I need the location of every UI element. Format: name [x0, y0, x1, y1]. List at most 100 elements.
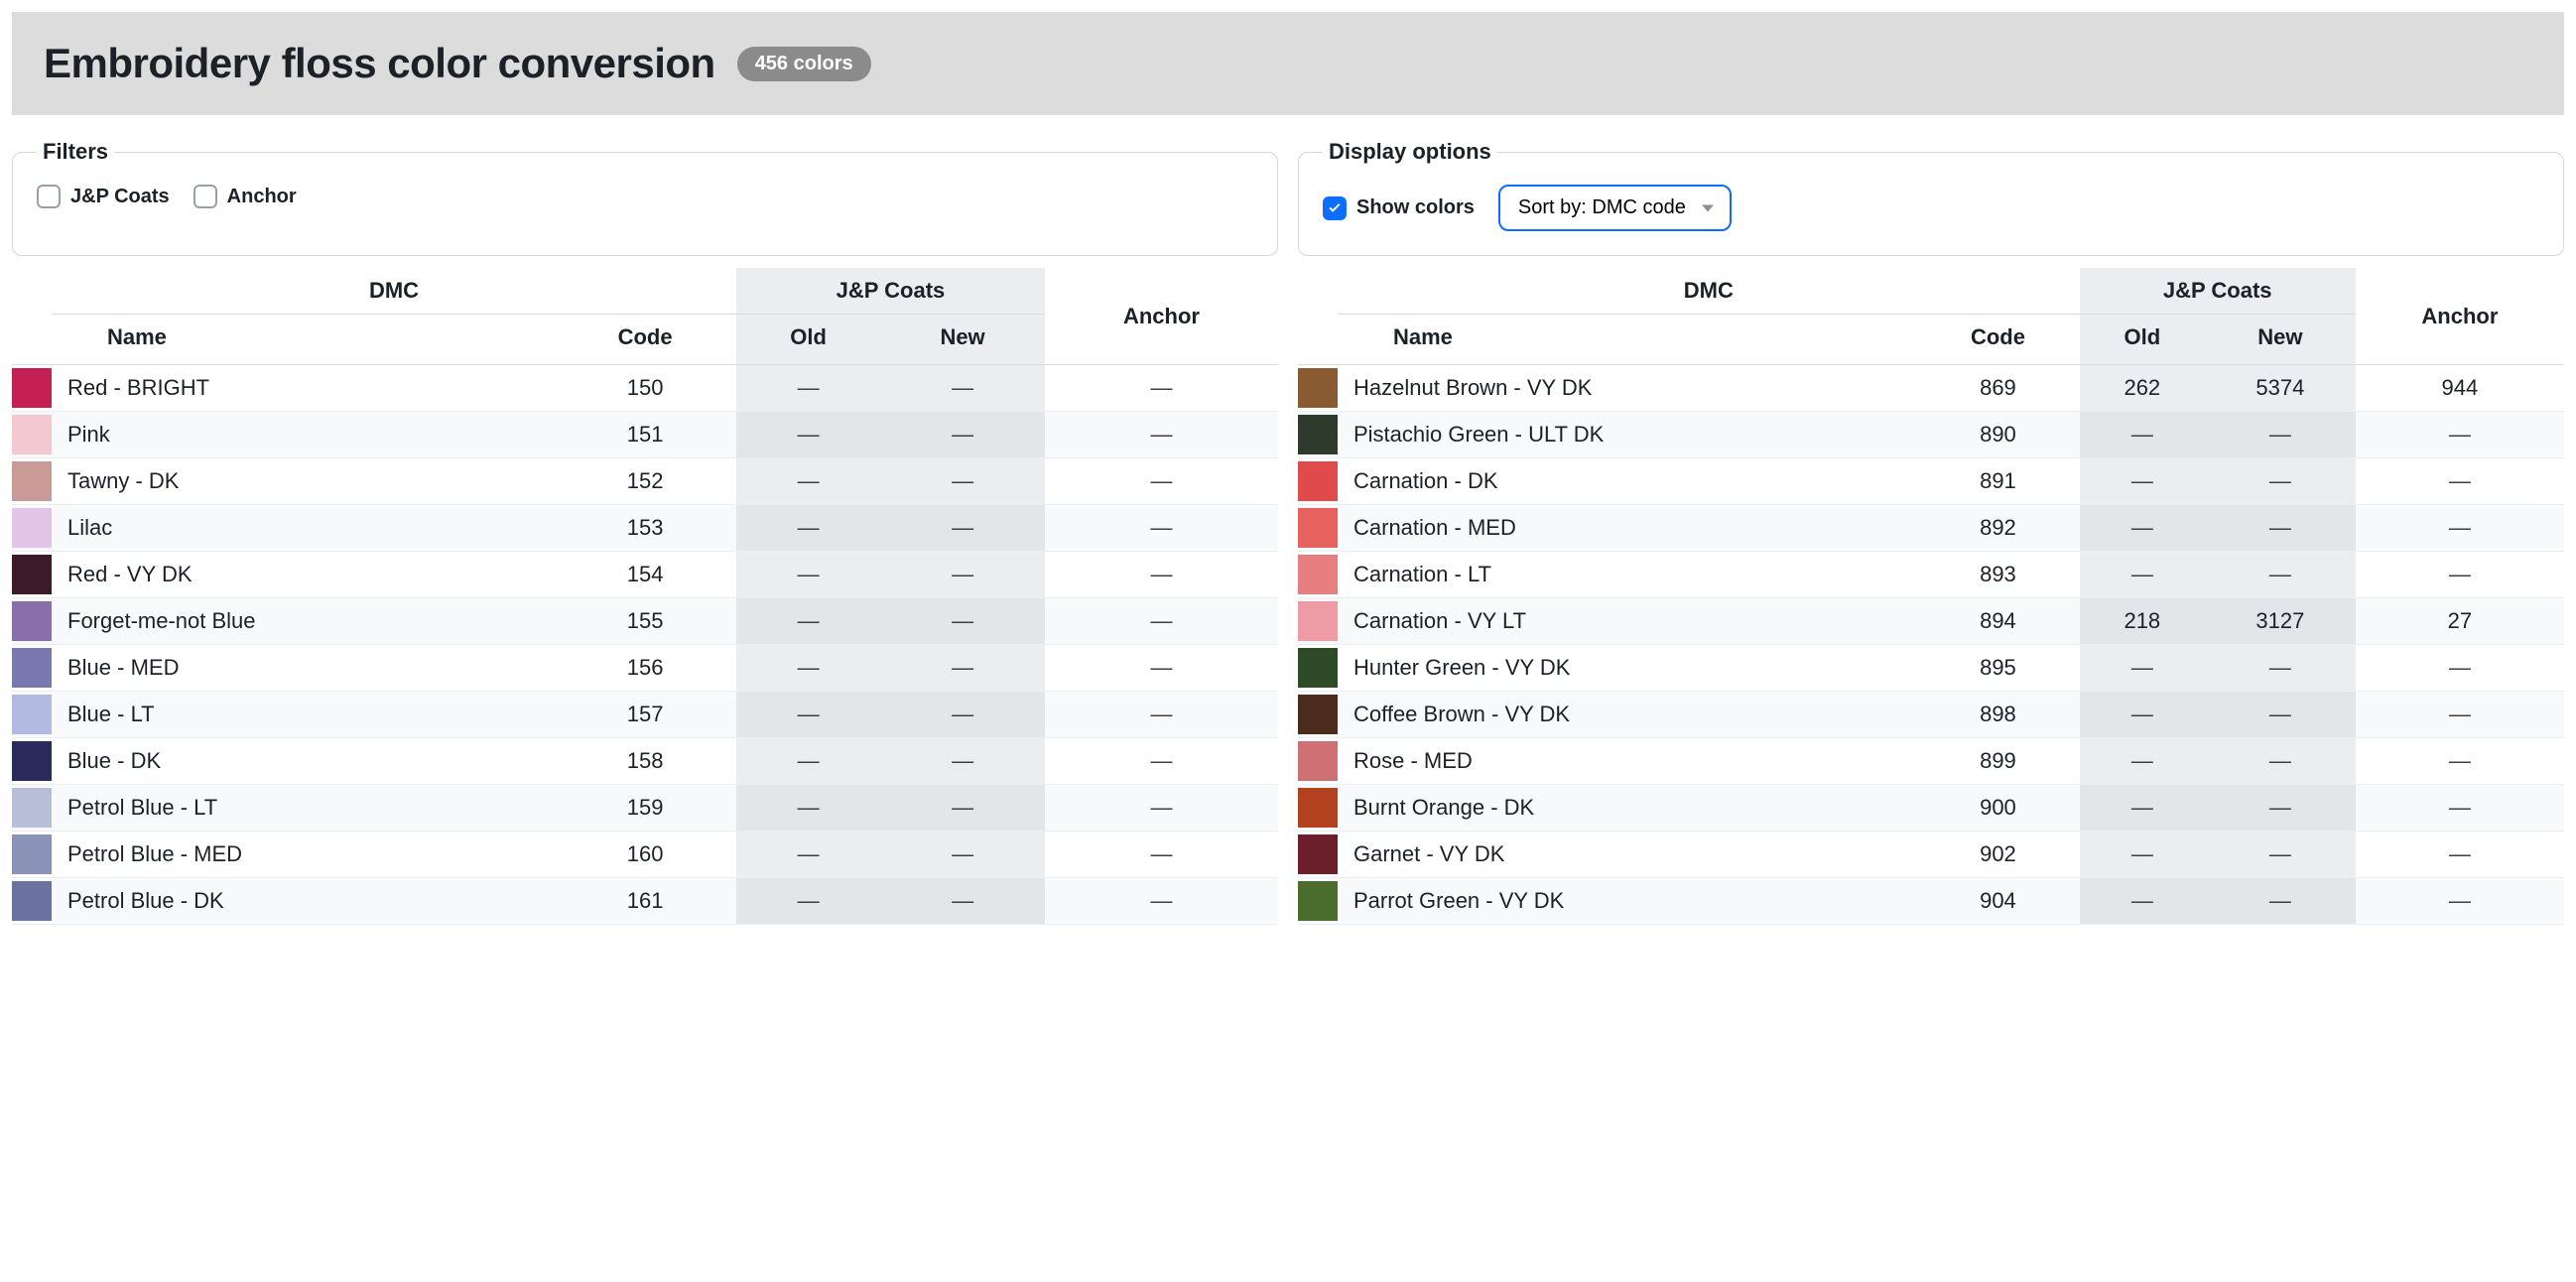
col-group-dmc: DMC: [1338, 268, 2080, 315]
cell-code: 890: [1916, 412, 2079, 458]
table-row[interactable]: Pistachio Green - ULT DK890———: [1298, 412, 2564, 458]
cell-anchor: —: [1045, 505, 1278, 552]
cell-jp-old: —: [736, 878, 880, 925]
show-colors-toggle[interactable]: Show colors: [1323, 196, 1475, 220]
cell-jp-old: —: [736, 458, 880, 505]
cell-anchor: —: [1045, 598, 1278, 645]
col-swatch: [1298, 268, 1338, 365]
filter-anchor[interactable]: Anchor: [193, 185, 297, 208]
color-swatch: [1298, 598, 1338, 645]
cell-jp-new: —: [2205, 645, 2356, 692]
color-swatch: [1298, 412, 1338, 458]
color-swatch: [1298, 785, 1338, 832]
table-row[interactable]: Forget-me-not Blue155———: [12, 598, 1278, 645]
sort-select[interactable]: Sort by: DMC code: [1498, 185, 1732, 231]
cell-name: Blue - DK: [52, 738, 554, 785]
cell-jp-new: —: [2205, 458, 2356, 505]
cell-name: Lilac: [52, 505, 554, 552]
color-swatch: [12, 878, 52, 925]
table-row[interactable]: Tawny - DK152———: [12, 458, 1278, 505]
cell-anchor: —: [1045, 692, 1278, 738]
right-table-wrap: DMC J&P Coats Anchor Name Code Old New H…: [1298, 268, 2564, 925]
filter-jp-coats[interactable]: J&P Coats: [37, 185, 170, 208]
cell-jp-old: —: [2080, 832, 2205, 878]
table-row[interactable]: Blue - DK158———: [12, 738, 1278, 785]
col-code: Code: [554, 315, 736, 365]
table-row[interactable]: Burnt Orange - DK900———: [1298, 785, 2564, 832]
color-swatch: [1298, 878, 1338, 925]
color-swatch: [1298, 645, 1338, 692]
cell-anchor: —: [1045, 552, 1278, 598]
cell-code: 894: [1916, 598, 2079, 645]
color-swatch: [1298, 505, 1338, 552]
table-row[interactable]: Red - VY DK154———: [12, 552, 1278, 598]
cell-name: Red - BRIGHT: [52, 365, 554, 412]
cell-anchor: —: [2356, 458, 2564, 505]
cell-jp-old: —: [2080, 552, 2205, 598]
cell-jp-new: —: [880, 598, 1045, 645]
cell-jp-new: —: [880, 832, 1045, 878]
cell-anchor: —: [1045, 878, 1278, 925]
cell-jp-new: —: [880, 785, 1045, 832]
col-swatch: [12, 268, 52, 365]
color-swatch: [12, 832, 52, 878]
table-row[interactable]: Red - BRIGHT150———: [12, 365, 1278, 412]
cell-anchor: —: [1045, 645, 1278, 692]
cell-jp-old: —: [2080, 458, 2205, 505]
cell-name: Red - VY DK: [52, 552, 554, 598]
table-row[interactable]: Pink151———: [12, 412, 1278, 458]
cell-anchor: —: [1045, 458, 1278, 505]
controls-row: Filters J&P Coats Anchor Display options: [0, 127, 2576, 268]
cell-code: 892: [1916, 505, 2079, 552]
color-swatch: [12, 738, 52, 785]
cell-name: Blue - MED: [52, 645, 554, 692]
table-row[interactable]: Petrol Blue - DK161———: [12, 878, 1278, 925]
cell-anchor: —: [2356, 505, 2564, 552]
col-name: Name: [52, 315, 554, 365]
color-swatch: [12, 552, 52, 598]
cell-jp-old: —: [736, 785, 880, 832]
cell-name: Pink: [52, 412, 554, 458]
col-old: Old: [736, 315, 880, 365]
table-row[interactable]: Petrol Blue - MED160———: [12, 832, 1278, 878]
cell-name: Rose - MED: [1338, 738, 1916, 785]
cell-code: 150: [554, 365, 736, 412]
table-row[interactable]: Carnation - MED892———: [1298, 505, 2564, 552]
table-row[interactable]: Garnet - VY DK902———: [1298, 832, 2564, 878]
cell-anchor: —: [2356, 832, 2564, 878]
cell-jp-old: —: [2080, 692, 2205, 738]
table-row[interactable]: Carnation - VY LT894218312727: [1298, 598, 2564, 645]
cell-code: 893: [1916, 552, 2079, 598]
cell-code: 161: [554, 878, 736, 925]
col-anchor: Anchor: [2356, 268, 2564, 365]
color-swatch: [12, 458, 52, 505]
table-row[interactable]: Blue - MED156———: [12, 645, 1278, 692]
cell-code: 898: [1916, 692, 2079, 738]
left-table: DMC J&P Coats Anchor Name Code Old New R…: [12, 268, 1278, 925]
table-row[interactable]: Coffee Brown - VY DK898———: [1298, 692, 2564, 738]
color-swatch: [12, 598, 52, 645]
cell-jp-old: —: [736, 552, 880, 598]
table-row[interactable]: Blue - LT157———: [12, 692, 1278, 738]
table-row[interactable]: Parrot Green - VY DK904———: [1298, 878, 2564, 925]
display-legend: Display options: [1323, 139, 1497, 165]
cell-jp-new: —: [2205, 878, 2356, 925]
cell-anchor: 944: [2356, 365, 2564, 412]
checkbox-icon: [37, 185, 61, 208]
cell-jp-new: —: [880, 645, 1045, 692]
cell-name: Carnation - DK: [1338, 458, 1916, 505]
table-row[interactable]: Petrol Blue - LT159———: [12, 785, 1278, 832]
cell-jp-old: 218: [2080, 598, 2205, 645]
color-swatch: [12, 692, 52, 738]
table-row[interactable]: Lilac153———: [12, 505, 1278, 552]
table-row[interactable]: Carnation - LT893———: [1298, 552, 2564, 598]
cell-name: Carnation - VY LT: [1338, 598, 1916, 645]
cell-code: 160: [554, 832, 736, 878]
table-row[interactable]: Rose - MED899———: [1298, 738, 2564, 785]
cell-anchor: —: [2356, 692, 2564, 738]
table-row[interactable]: Carnation - DK891———: [1298, 458, 2564, 505]
table-row[interactable]: Hazelnut Brown - VY DK8692625374944: [1298, 365, 2564, 412]
cell-jp-old: —: [736, 738, 880, 785]
col-group-jp: J&P Coats: [2080, 268, 2356, 315]
table-row[interactable]: Hunter Green - VY DK895———: [1298, 645, 2564, 692]
